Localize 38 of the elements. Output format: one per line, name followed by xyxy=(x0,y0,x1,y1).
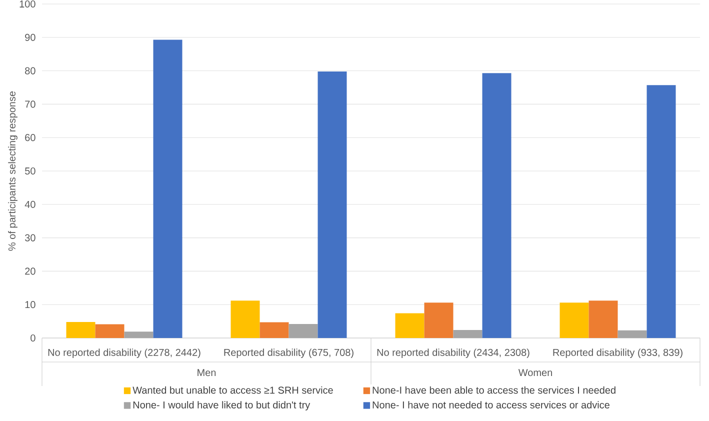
x-tick-label: Reported disability (675, 708) xyxy=(224,348,354,358)
y-axis-title: % of participants selecting response xyxy=(8,91,18,251)
y-tick-label: 40 xyxy=(24,200,36,208)
y-tick-label: 30 xyxy=(24,234,36,242)
bar xyxy=(288,324,318,338)
y-tick-label: 20 xyxy=(25,268,36,275)
y-tick-label: 10 xyxy=(25,301,36,308)
bar xyxy=(646,85,676,338)
bar xyxy=(618,330,647,338)
bar xyxy=(124,332,154,338)
x-tick-label: No reported disability (2278, 2442) xyxy=(48,348,200,358)
legend-label: None- I have not needed to access services or advice xyxy=(372,401,610,408)
bar xyxy=(424,302,454,338)
legend-label: None-I have been able to access the services I needed xyxy=(372,386,616,394)
y-tick-label: 60 xyxy=(25,134,36,142)
y-tick-label: 50 xyxy=(25,167,36,175)
y-tick-label: 0 xyxy=(30,334,36,342)
bar xyxy=(66,322,96,338)
legend-label: Wanted but unable to access ≥1 SRH service xyxy=(132,386,333,394)
bar xyxy=(230,300,260,338)
text: Women xyxy=(518,369,552,376)
y-tick-label: 100 xyxy=(20,0,36,8)
bar xyxy=(588,300,618,338)
y-tick-label: 90 xyxy=(25,34,36,41)
bar xyxy=(482,73,512,338)
x-tick-label: Reported disability (933, 839) xyxy=(553,348,682,358)
y-tick-label: 70 xyxy=(25,100,36,108)
y-tick-label: 80 xyxy=(25,67,36,74)
bar xyxy=(260,322,289,338)
bar xyxy=(153,40,182,338)
bar xyxy=(95,324,124,338)
bar xyxy=(560,302,589,338)
bar xyxy=(318,71,347,338)
x-tick-label: No reported disability (2434, 2308) xyxy=(377,348,530,358)
legend-label: None- I would have liked to but didn't try xyxy=(133,401,310,410)
bar xyxy=(453,330,482,338)
bar xyxy=(395,313,424,338)
text: Men xyxy=(198,369,216,376)
